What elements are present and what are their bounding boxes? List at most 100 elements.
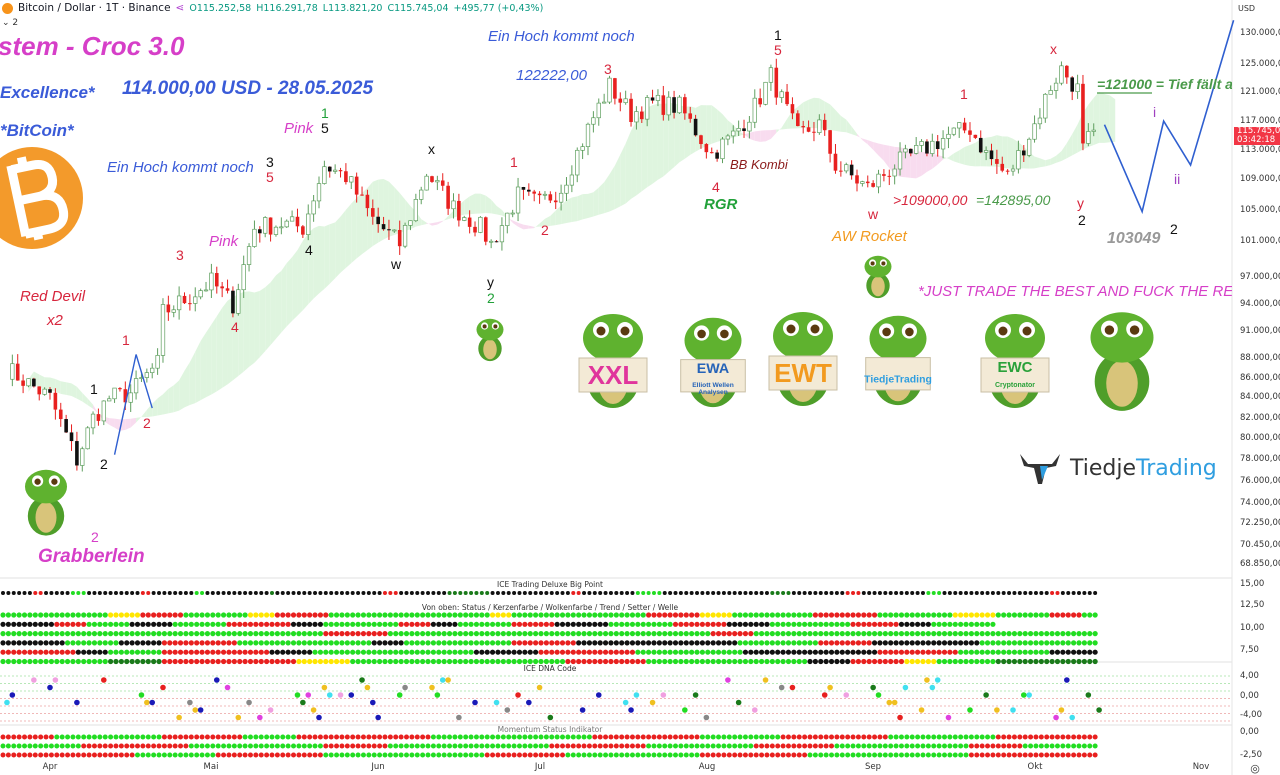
indicator-dot — [506, 649, 512, 655]
indicator-dot — [404, 752, 409, 758]
mascot-sign-text: TiedjeTrading — [864, 374, 932, 385]
price-tick-label: 86.000,00 — [1240, 373, 1280, 383]
indicator-dot — [452, 621, 458, 627]
cloud-segment — [507, 216, 513, 223]
indicator-dot — [974, 612, 980, 618]
indicator-dot — [721, 743, 727, 749]
dna-dot — [945, 714, 952, 721]
indicator-dot — [1049, 631, 1055, 637]
indicator-dot — [183, 658, 189, 665]
symbol-title[interactable]: Bitcoin / Dollar · 1T · Binance — [18, 2, 171, 14]
indicator-dot — [366, 640, 372, 646]
indicator-dot — [393, 658, 399, 665]
indicator-toggle[interactable]: ⌄ 2 — [2, 18, 19, 28]
indicator-dot — [16, 734, 22, 740]
indicator-dot — [237, 752, 243, 758]
candle — [413, 199, 418, 222]
indicator-dot — [253, 631, 259, 637]
indicator-dot — [21, 612, 28, 618]
indicator-dot — [360, 621, 367, 627]
dna-dot — [682, 707, 688, 713]
indicator-dot — [75, 631, 81, 637]
indicator-dot — [296, 621, 302, 627]
indicator-dot — [489, 649, 496, 655]
indicator-dot — [888, 743, 894, 749]
indicator-dot — [484, 621, 490, 627]
indicator-dot — [495, 752, 501, 758]
indicator-dot — [834, 631, 840, 637]
indicator-dot — [264, 658, 270, 665]
indicator-dot — [301, 649, 307, 655]
indicator-dot — [479, 612, 485, 618]
indicator-dot — [629, 640, 636, 646]
candle — [752, 97, 757, 123]
indicator-dot — [764, 631, 770, 637]
candle — [946, 133, 951, 139]
indicator-dot — [678, 612, 684, 618]
indicator-dot — [796, 640, 802, 646]
indicator-dot — [500, 640, 506, 646]
indicator-dot — [403, 640, 410, 646]
indicator-dot — [565, 734, 571, 740]
indicator-dot — [549, 649, 555, 655]
indicator-dot — [635, 631, 641, 637]
price-tick-label: 97.000,00 — [1240, 272, 1280, 282]
indicator-dot — [963, 734, 969, 740]
indicator-dot — [656, 621, 662, 627]
indicator-dot — [565, 752, 571, 758]
indicator-dot — [715, 658, 722, 665]
indicator-dot — [91, 621, 98, 627]
indicator-dot — [1076, 612, 1082, 618]
indicator-dot — [436, 734, 442, 740]
indicator-dot — [673, 752, 678, 758]
indicator-dot — [479, 621, 485, 627]
indicator-dot — [807, 752, 813, 758]
indicator-dot — [414, 658, 420, 665]
currency-selector[interactable]: USD — [1238, 4, 1256, 13]
indicator-dot — [70, 640, 76, 646]
indicator-dot — [565, 591, 570, 595]
indicator-dot — [656, 631, 662, 637]
candle — [989, 150, 994, 160]
share-icon[interactable]: ⋖ — [175, 2, 185, 14]
dna-dot — [994, 707, 1000, 713]
indicator-dot — [167, 658, 173, 665]
dna-dot — [47, 684, 53, 691]
price-tick-label: 68.850,00 — [1240, 559, 1280, 569]
indicator-dot — [769, 621, 775, 627]
indicator-dot — [59, 612, 65, 618]
indicator-dot — [43, 743, 49, 749]
cloud-segment — [388, 181, 395, 237]
indicator-dot — [463, 612, 469, 618]
candle — [758, 98, 762, 105]
indicator-dot — [576, 640, 582, 646]
indicator-dot — [554, 743, 560, 749]
indicator-dot — [818, 612, 824, 618]
panel1-subtitle: Von oben: Status / Kerzenfarbe / Wolkenf… — [421, 603, 679, 612]
wave-label: 1 — [510, 154, 518, 170]
indicator-dot — [194, 591, 199, 595]
indicator-dot — [979, 649, 985, 655]
indicator-dot — [586, 631, 593, 637]
cloud-segment — [431, 222, 438, 226]
indicator-dot — [812, 734, 818, 740]
indicator-dot — [199, 621, 205, 627]
indicator-dot — [75, 743, 81, 749]
indicator-dot — [102, 752, 108, 758]
cloud-segment — [679, 105, 685, 163]
indicator-dot — [942, 591, 947, 595]
indicator-dot — [662, 752, 668, 758]
indicator-dot — [344, 743, 350, 749]
indicator-dot — [866, 743, 872, 749]
candle — [37, 386, 42, 395]
indicator-dot — [646, 612, 652, 618]
indicator-dot — [65, 743, 71, 749]
indicator-dot — [296, 631, 302, 637]
indicator-dot — [484, 631, 490, 637]
indicator-dot — [33, 591, 38, 595]
settings-icon[interactable]: ◎ — [1250, 762, 1260, 775]
cloud-segment — [808, 97, 814, 129]
candle — [897, 151, 903, 170]
indicator-dot — [1093, 591, 1098, 595]
